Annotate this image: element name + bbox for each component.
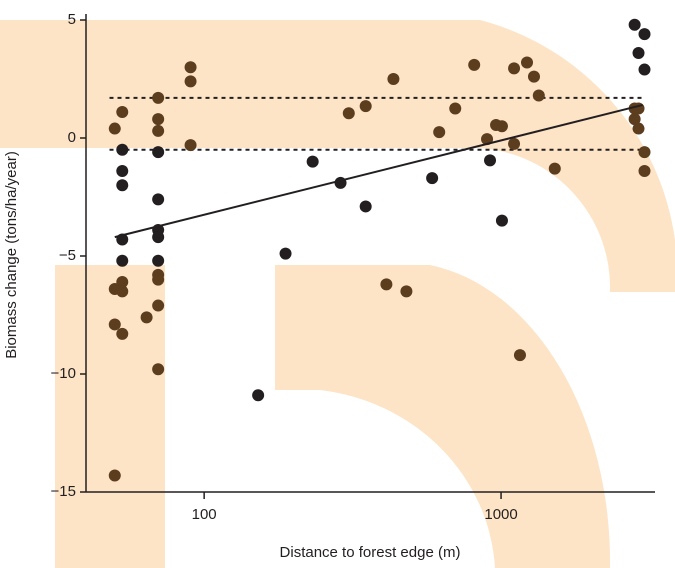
data-point [359, 100, 372, 113]
data-point [632, 122, 645, 135]
data-point [433, 126, 446, 139]
data-point [152, 254, 165, 267]
data-point [495, 120, 508, 133]
data-point [116, 275, 129, 288]
data-point [152, 124, 165, 137]
background-shapes [0, 20, 675, 568]
data-point [116, 106, 129, 119]
data-point [152, 193, 165, 206]
data-point [116, 327, 129, 340]
data-point [116, 143, 129, 156]
data-point [184, 75, 197, 88]
data-point [108, 318, 121, 331]
data-point [495, 214, 508, 227]
y-axis-label: Biomass change (tons/ha/year) [3, 151, 20, 359]
data-point [638, 28, 651, 41]
data-point [426, 172, 439, 185]
y-tick-label: 5 [68, 11, 76, 28]
data-point [400, 285, 413, 298]
data-point [527, 70, 540, 83]
data-point [184, 61, 197, 74]
x-axis-label: Distance to forest edge (m) [280, 544, 461, 561]
data-point [152, 299, 165, 312]
y-tick-label: −10 [51, 365, 76, 382]
background-band [55, 265, 165, 568]
data-point [632, 47, 645, 60]
data-point [521, 56, 534, 69]
x-tick-label: 100 [192, 506, 217, 523]
data-point [152, 363, 165, 376]
data-point [638, 146, 651, 159]
y-tick-label: −15 [51, 483, 76, 500]
data-point [152, 146, 165, 159]
data-point [508, 62, 521, 75]
data-point [638, 165, 651, 178]
data-point [279, 247, 292, 260]
data-point [638, 63, 651, 76]
y-tick-label: −5 [59, 247, 76, 264]
data-point [632, 102, 645, 115]
data-point [252, 389, 265, 402]
data-point [116, 179, 129, 192]
data-point [359, 200, 372, 213]
trend-line [114, 103, 643, 239]
data-point [152, 231, 165, 244]
data-point [184, 139, 197, 152]
data-point [116, 165, 129, 178]
data-point [548, 162, 561, 175]
data-point [484, 154, 497, 167]
data-point [152, 91, 165, 104]
y-tick-label: 0 [68, 129, 76, 146]
data-point [140, 311, 153, 324]
data-point [342, 107, 355, 120]
data-point [108, 469, 121, 482]
data-point [449, 102, 462, 115]
background-band [0, 20, 675, 292]
data-point [532, 89, 545, 102]
data-point [380, 278, 393, 291]
data-point [513, 349, 526, 362]
data-point [116, 254, 129, 267]
data-point [508, 137, 521, 150]
x-tick-label: 1000 [484, 506, 517, 523]
data-point [306, 155, 319, 168]
data-point [628, 113, 641, 126]
data-point [387, 73, 400, 85]
background-band [275, 265, 611, 568]
data-point [116, 285, 129, 298]
data-point [108, 122, 121, 135]
data-point [152, 273, 165, 286]
data-point [152, 113, 165, 126]
data-point [628, 18, 641, 31]
data-point [468, 58, 481, 71]
